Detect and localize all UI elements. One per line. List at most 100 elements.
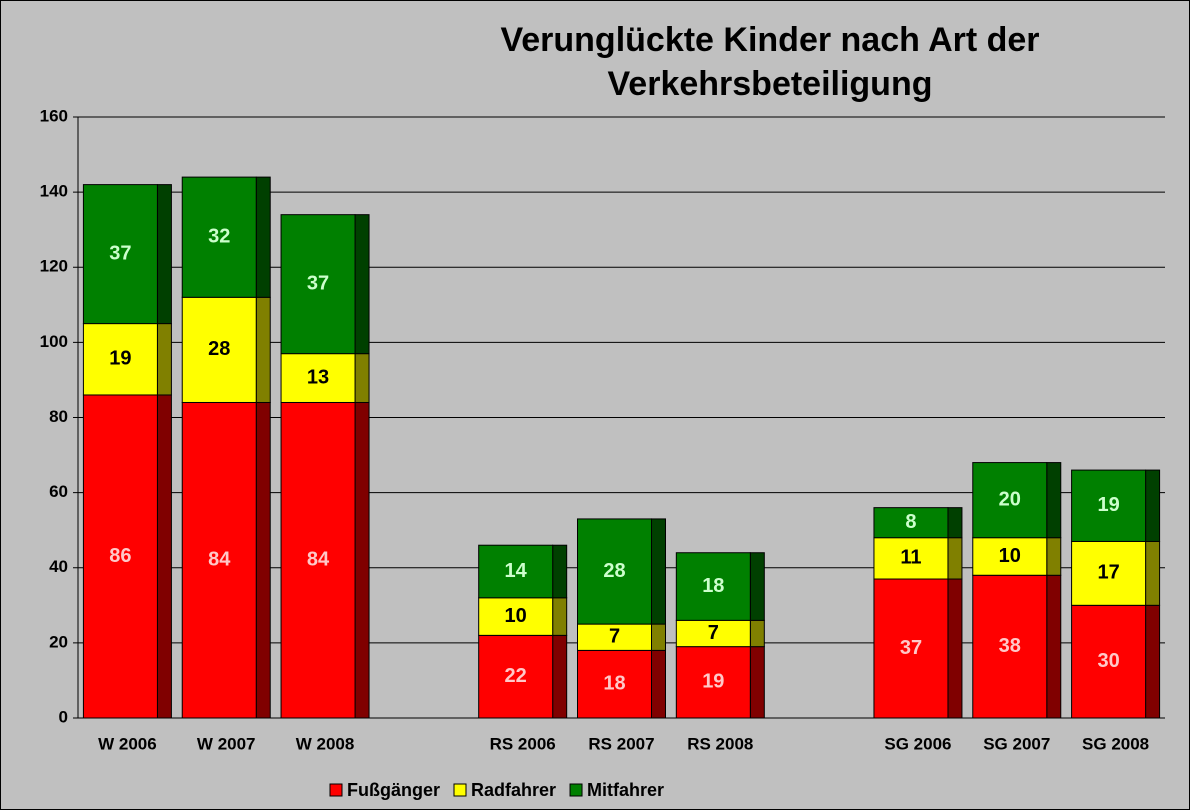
bar-segment [675,552,751,621]
data-label: 84 [208,549,231,571]
data-label: 28 [208,338,230,360]
data-label: 22 [505,665,527,687]
data-label: 86 [109,545,131,567]
bar-segment [577,623,652,651]
bar-segment [675,646,751,719]
y-tick-label: 20 [49,632,68,651]
data-label: 10 [505,605,527,627]
x-tick-label: RS 2007 [588,734,654,753]
bar-side [947,537,963,580]
bar-segment [82,323,158,396]
bar-side [749,552,765,621]
data-label: 32 [208,225,230,247]
bar-segment [280,214,356,355]
bar-side [1046,574,1062,719]
bar-side [1046,537,1062,576]
bar-segment [478,544,554,599]
bar-side [1145,469,1161,542]
bar-segment [1071,604,1147,719]
y-tick-label: 160 [40,106,68,125]
bar-segment [181,296,257,403]
data-label: 13 [307,366,329,388]
bar-side [749,619,765,648]
x-tick-label: SG 2008 [1082,734,1149,753]
x-tick-label: W 2008 [296,734,355,753]
x-tick-label: RS 2008 [687,734,753,753]
legend-label: Mitfahrer [587,780,664,800]
data-label: 17 [1097,562,1119,584]
data-label: 10 [999,545,1021,567]
legend-label: Radfahrer [471,780,556,800]
bar-segment [478,597,554,636]
bar-side [255,401,271,719]
x-tick-label: SG 2007 [983,734,1050,753]
bar-side [651,518,666,625]
x-tick-label: SG 2006 [884,734,951,753]
bar-side [552,597,568,636]
data-label: 7 [609,626,620,648]
data-label: 37 [307,272,329,294]
chart-title: Verunglückte Kinder nach Art der Verkehr… [500,21,1040,103]
bar-side [255,296,271,403]
bar-side [354,353,370,403]
data-label: 8 [905,511,916,533]
bar-side [354,214,370,355]
bar-side [156,184,172,325]
bar-segment [873,537,949,580]
legend-swatch [569,783,583,797]
bar-segment [1071,540,1147,606]
bar-side [1145,540,1161,606]
bar-segment [873,578,949,719]
data-label: 19 [109,348,131,370]
data-label: 19 [1097,494,1119,516]
data-label: 37 [109,242,131,264]
bar-segment [873,507,949,539]
y-tick-label: 60 [49,482,68,501]
bar-side [749,646,765,719]
data-label: 30 [1097,650,1119,672]
bar-segment [972,462,1048,539]
data-label: 37 [900,637,922,659]
bar-segment [181,401,257,719]
legend-swatch [453,783,467,797]
bar-side [1145,604,1161,719]
bar-side [156,323,172,396]
data-label: 14 [505,560,528,582]
data-label: 18 [603,672,625,694]
x-tick-label: W 2006 [98,734,157,753]
bar-side [947,507,963,539]
bar-side [255,176,271,298]
bar-segment [82,394,158,719]
y-tick-label: 80 [49,407,68,426]
bar-side [651,623,666,651]
data-label: 28 [603,560,625,582]
bar-segment [675,619,751,648]
bar-segment [478,634,554,719]
bar-side [1046,462,1062,539]
legend-label: Fußgänger [347,780,440,800]
x-tick-label: W 2007 [197,734,256,753]
data-label: 11 [900,547,921,569]
bar-segment [82,184,158,325]
bar-side [552,544,568,599]
bar-side [354,401,370,719]
bar-side [156,394,172,719]
data-label: 18 [702,575,724,597]
bar-segment [577,649,652,719]
bar-side [651,649,666,719]
y-tick-label: 0 [59,707,68,726]
bar-segment [280,401,356,719]
bar-segment [280,353,356,403]
y-tick-label: 40 [49,557,68,576]
y-tick-label: 120 [40,257,68,276]
data-label: 19 [702,671,724,693]
x-tick-label: RS 2006 [490,734,556,753]
bar-segment [577,518,652,625]
data-label: 20 [999,488,1021,510]
data-label: 84 [307,549,330,571]
bar-segment [181,176,257,298]
bar-side [947,578,963,719]
bar-segment [1071,469,1147,542]
